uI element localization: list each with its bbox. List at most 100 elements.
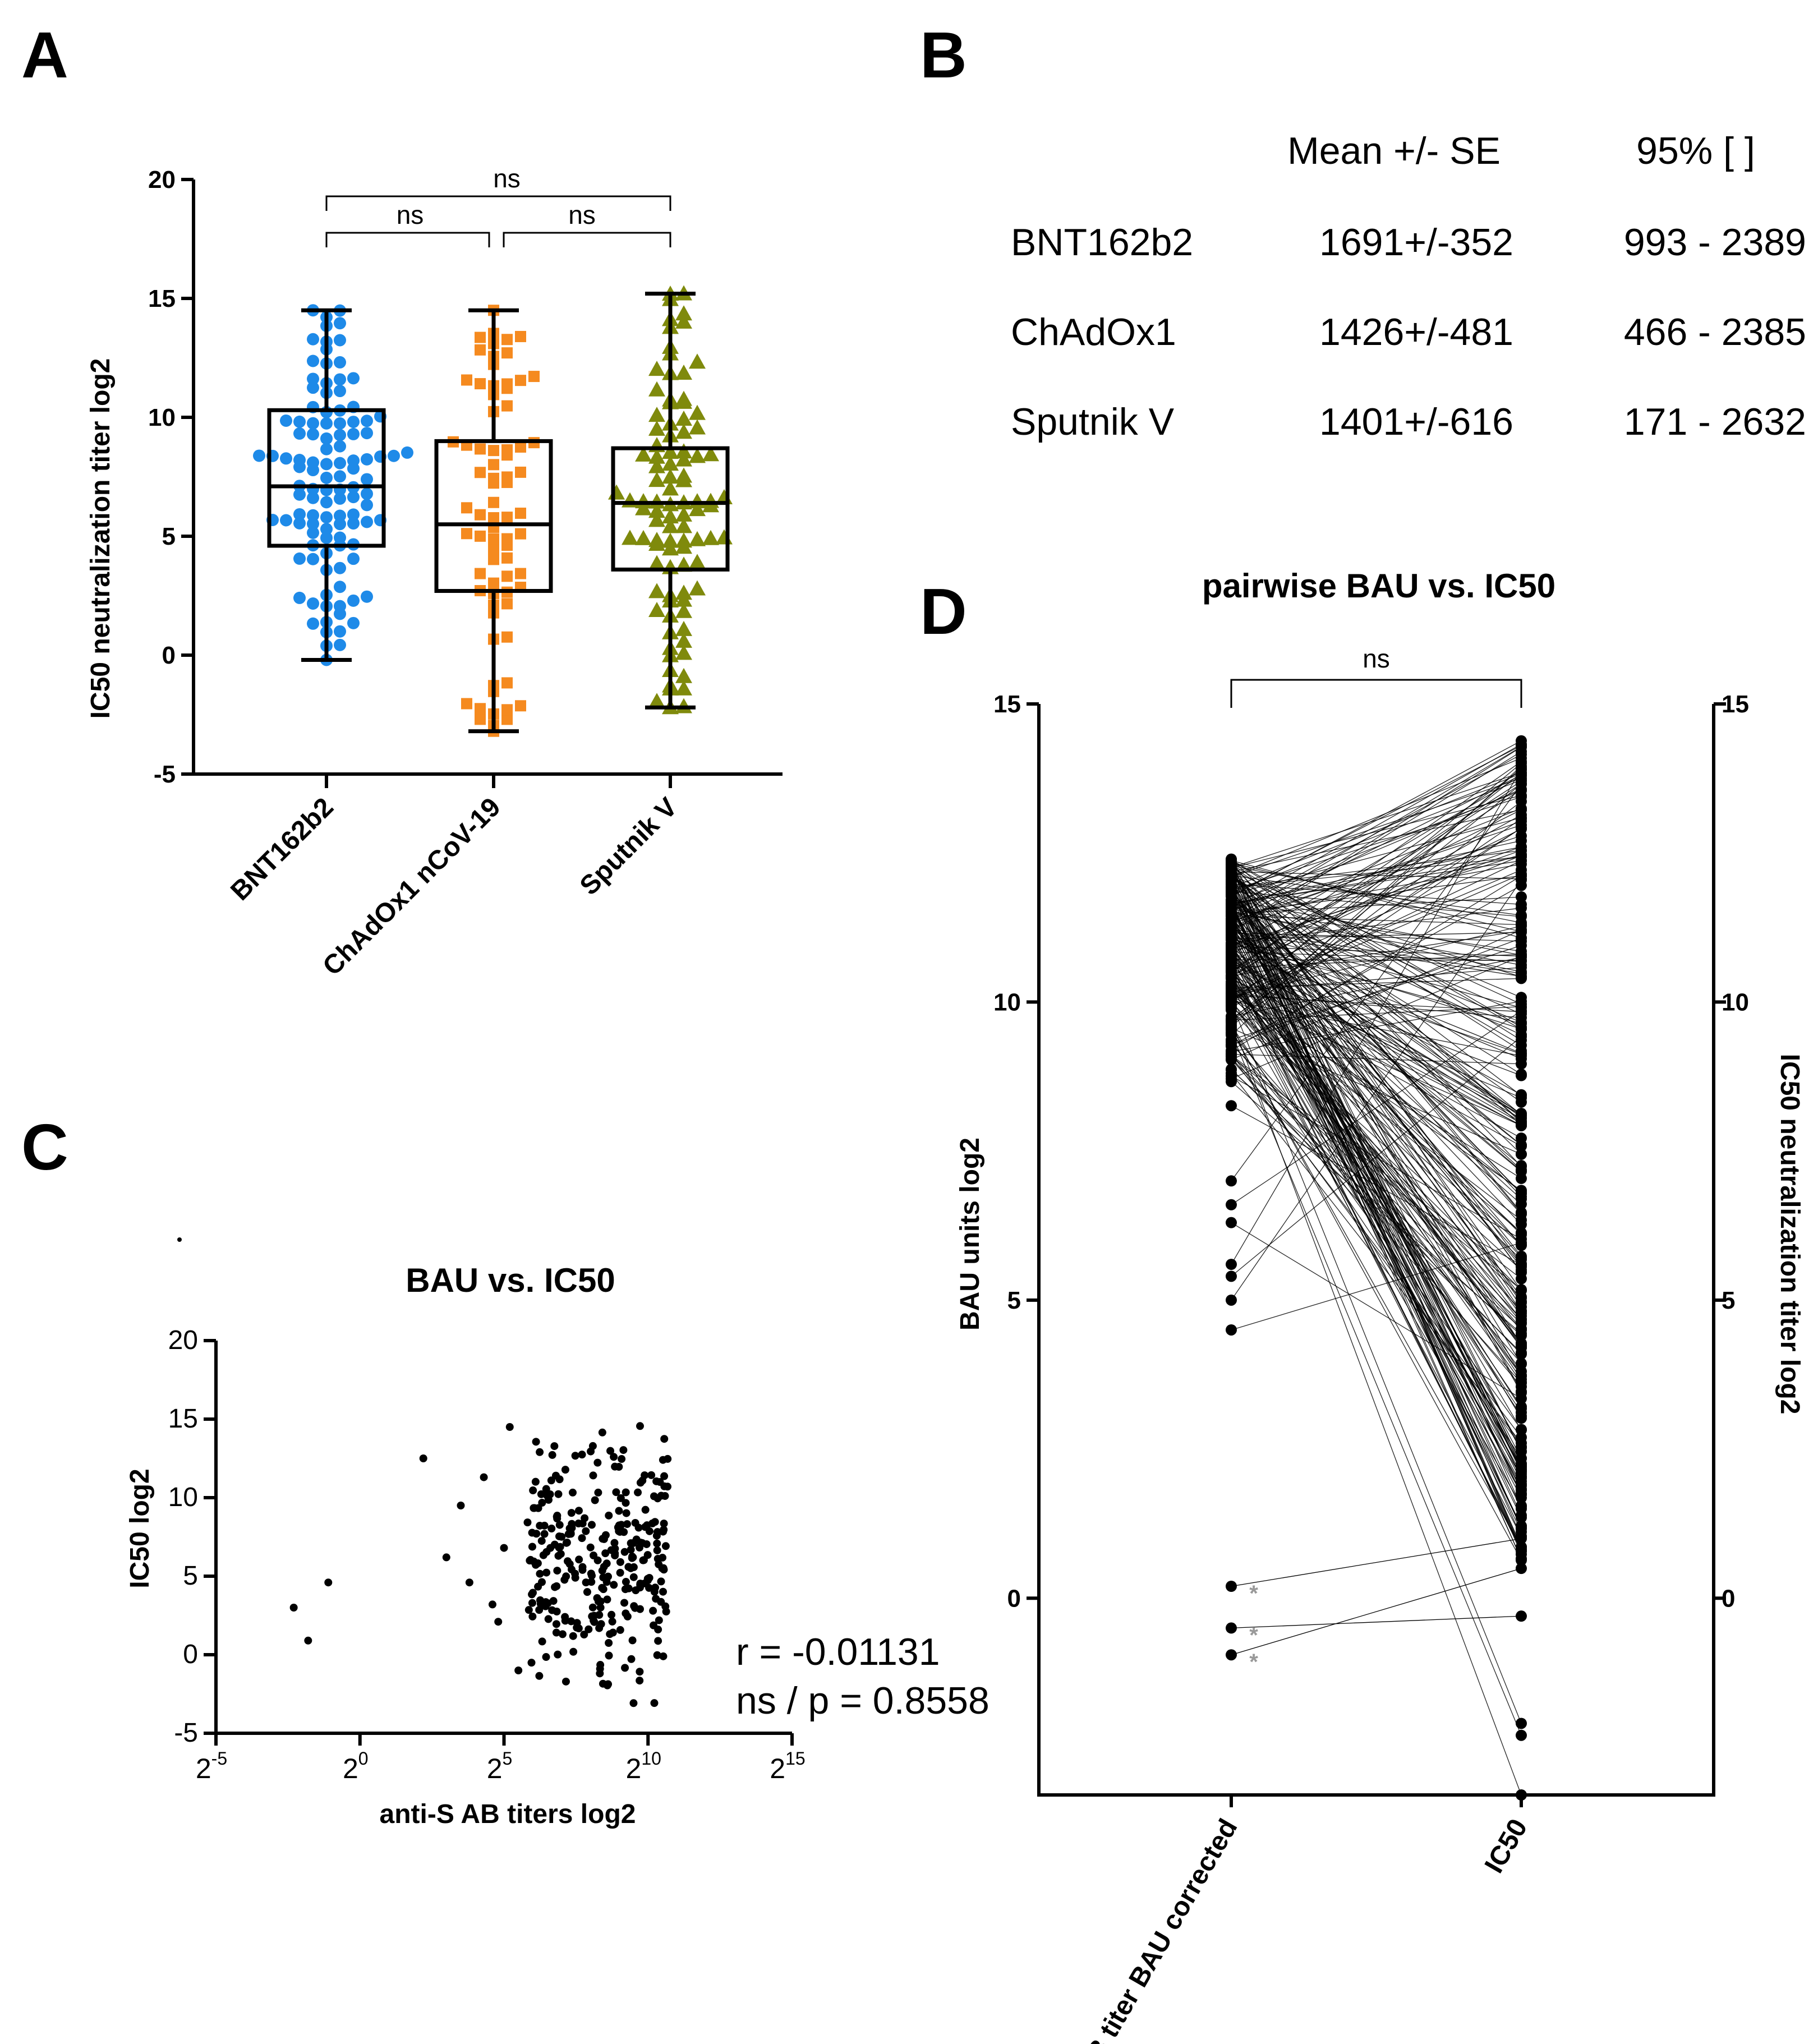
pair-line [1231,825,1522,922]
data-point-left [1226,1053,1237,1065]
data-point-left [1226,1649,1237,1661]
chart-c-title: BAU vs. IC50 [406,1262,615,1299]
pair-line [1231,789,1522,912]
data-point [636,1668,644,1676]
chart-d-title: pairwise BAU vs. IC50 [1202,567,1555,605]
data-point [537,1490,545,1498]
pair-line [1231,863,1522,1167]
data-point [648,458,665,473]
pair-line [1231,1058,1522,1329]
pair-line [1231,1056,1522,1438]
stray-dot [177,1237,182,1242]
data-point [569,1647,578,1656]
pair-line [1231,995,1522,1311]
data-point-left [1226,1622,1237,1634]
data-point [539,1551,547,1559]
correlation-p: ns / p = 0.8558 [736,1679,989,1722]
data-point [293,454,306,467]
y-tick-label: 5 [162,523,176,550]
data-point [650,1587,659,1596]
data-point [615,1462,623,1471]
data-point-right [1516,1357,1527,1369]
pair-line [1231,773,1522,889]
data-point [616,1568,624,1577]
pair-line [1231,761,1522,965]
data-point [653,1651,661,1659]
data-point-right [1516,1310,1527,1322]
y-tick-label: -5 [174,1718,198,1748]
chart-a-ylabel: IC50 neutralization titer log2 [86,358,116,719]
y-tick-label-right: 5 [1722,1287,1735,1314]
data-point [590,1617,598,1625]
data-point-right [1516,932,1527,943]
table-row-ci: 466 - 2385 [1624,311,1806,353]
data-point-right [1516,1544,1527,1555]
data-point-right [1516,968,1527,979]
pair-line [1231,984,1522,1537]
data-point-right [1516,779,1527,790]
data-point [603,1595,611,1604]
data-point [307,617,319,630]
x-tick-label: IC50 [1479,1814,1534,1878]
data-point [334,440,346,453]
y-tick-label: 15 [168,1404,198,1434]
data-point [631,1518,639,1527]
data-point-right [1516,1407,1527,1419]
data-point [547,1525,556,1533]
data-point [602,1578,611,1586]
data-point [689,448,706,463]
data-point-right [1516,1089,1527,1101]
data-point [586,1543,595,1552]
data-point [501,378,513,390]
data-point [361,415,373,427]
chart-d-x-ticks: AB titer BAU corrected IC50 [1071,1795,1534,2044]
data-point [660,1472,669,1480]
data-point [307,517,319,530]
pair-line [1231,789,1522,978]
panel-letter-b: B [920,19,967,91]
pair-line [1231,1073,1522,1444]
data-point [653,1539,661,1548]
data-point [651,1518,659,1526]
data-point [606,1447,615,1455]
data-point [649,1606,657,1615]
pair-line [1231,864,1522,1507]
data-point-right [1516,841,1527,853]
data-point [562,1539,570,1547]
data-point-left [1226,1199,1237,1210]
data-point [645,1573,653,1582]
data-point-right [1516,1718,1527,1729]
pair-line [1231,934,1522,1054]
data-point [662,518,679,533]
data-point [622,1578,630,1586]
data-point [615,1507,623,1515]
flag-asterisk: * [1249,1650,1258,1674]
data-point [334,356,346,369]
data-point [531,1477,540,1486]
data-point-right [1516,813,1527,825]
pair-line [1231,894,1522,1075]
data-point-right [1516,1610,1527,1622]
data-point [320,531,333,544]
data-point [542,1485,550,1493]
data-point [648,693,665,708]
data-point [610,1581,618,1589]
data-point [596,1603,605,1612]
pair-line [1231,768,1522,1265]
data-point [532,1438,540,1446]
data-point [548,1451,556,1459]
chart-a-y-ticks: -5 0 5 10 15 20 [148,166,194,788]
data-point-left [1226,1100,1237,1112]
data-point [480,1473,488,1481]
data-point [629,1573,638,1581]
data-point [558,1630,567,1638]
data-point [552,1628,560,1637]
data-point [307,553,319,565]
y-tick-label-left: 0 [1007,1585,1021,1612]
chart-d-pair-lines [1231,740,1522,1796]
data-point [307,509,319,522]
summary-table: Mean +/- SE 95% [ ] BNT162b2 1691+/-352 … [1011,130,1806,443]
data-point-right [1516,1729,1527,1741]
panel-letter-d: D [920,575,967,648]
data-point [280,514,292,527]
